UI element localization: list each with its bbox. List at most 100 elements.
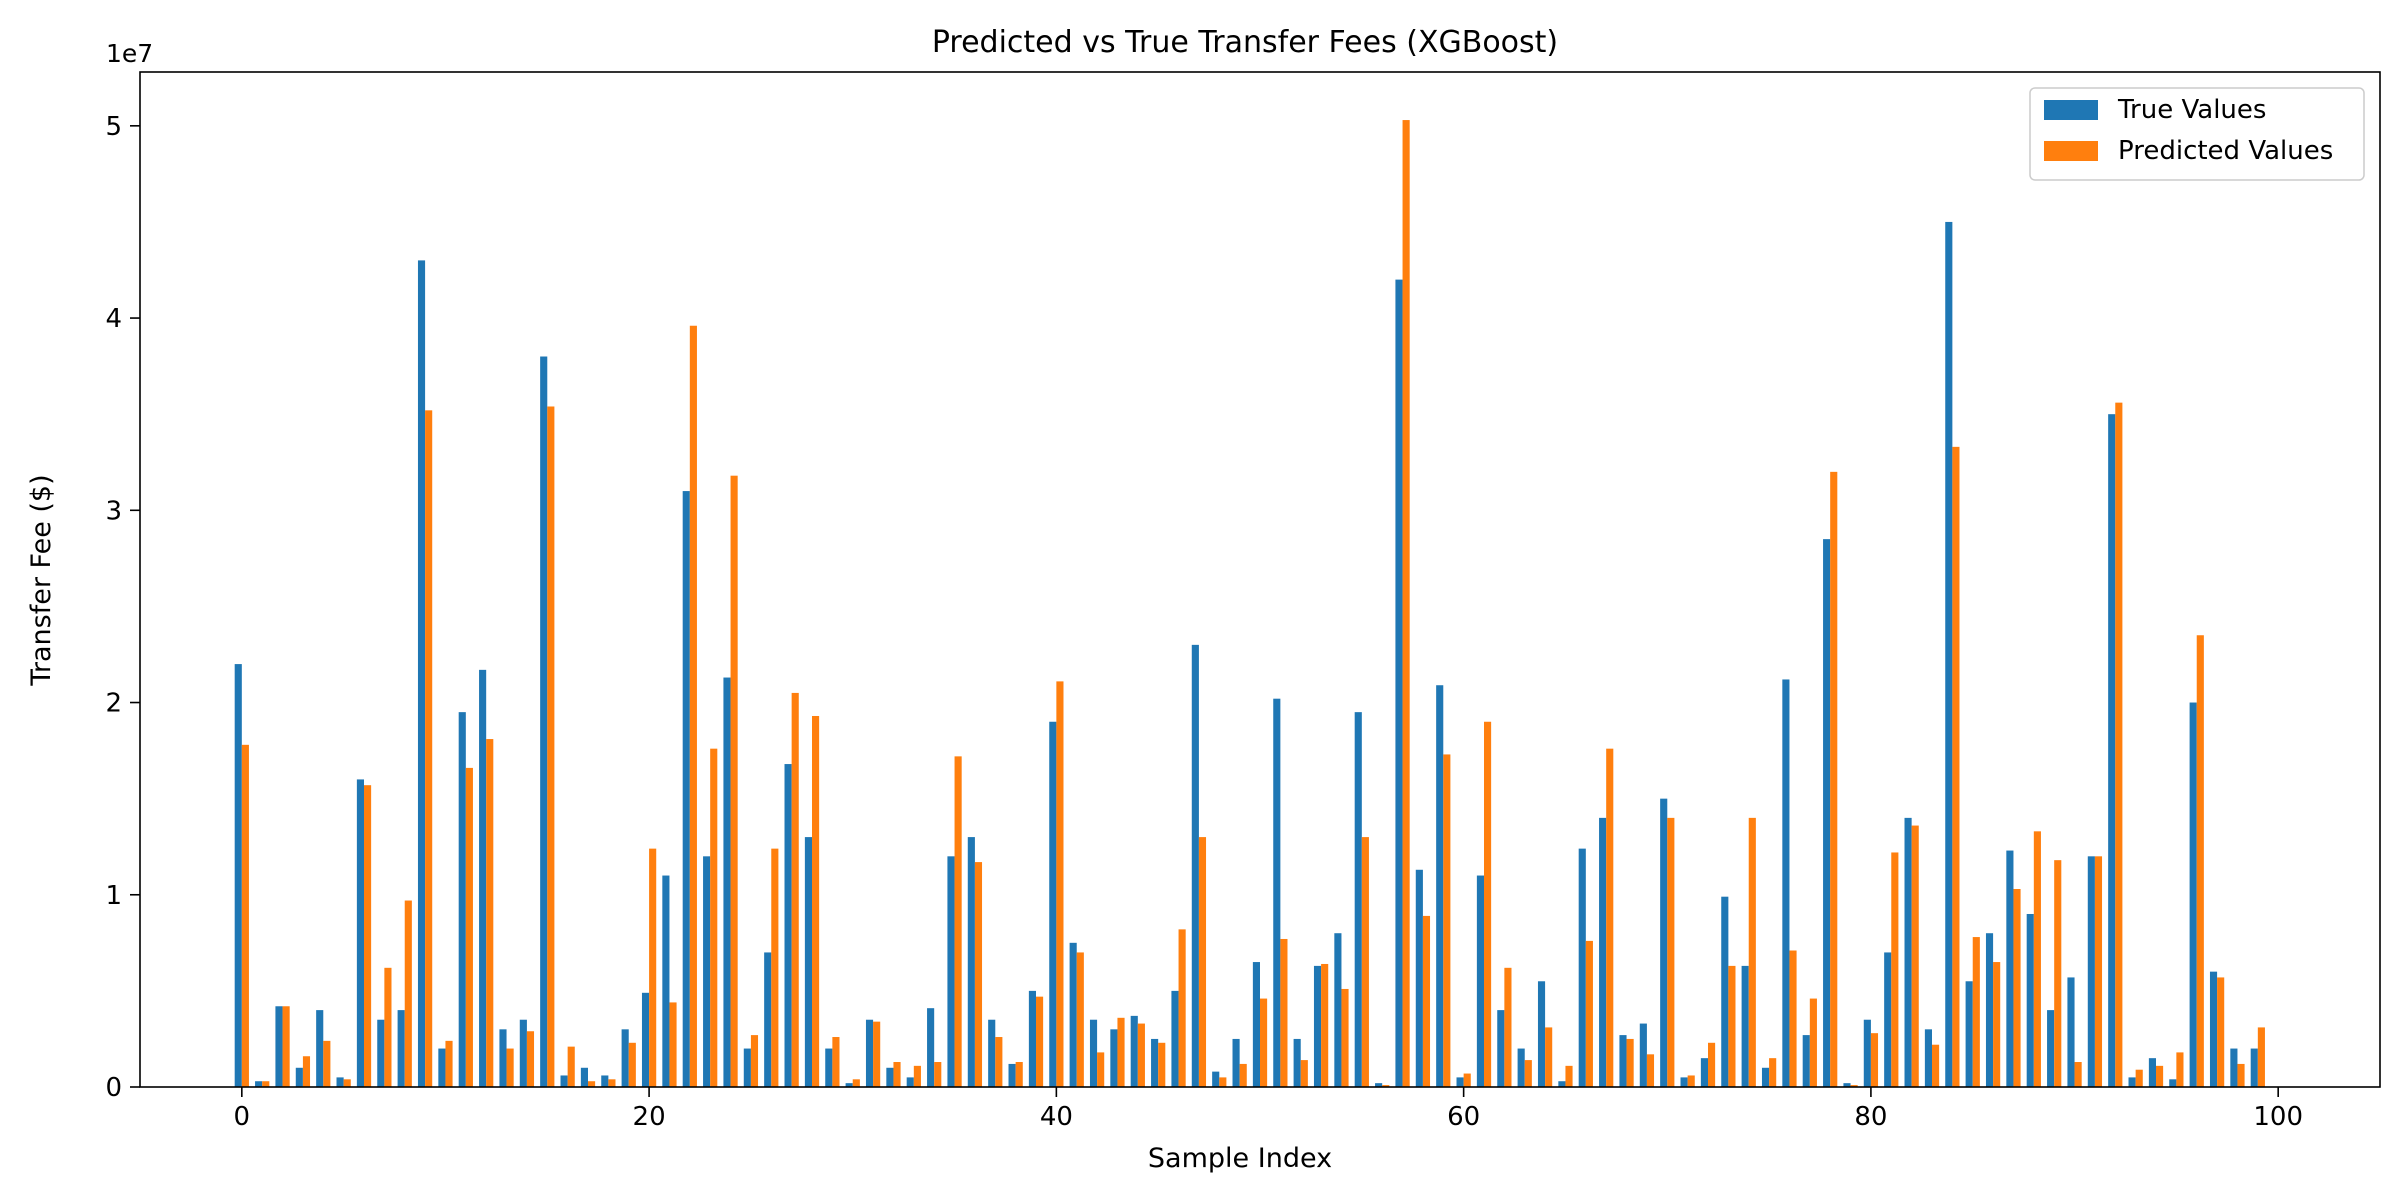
bar-true-values-28 xyxy=(804,837,812,1087)
bar-true-values-18 xyxy=(601,1075,609,1087)
bar-true-values-75 xyxy=(1761,1067,1770,1087)
bar-predicted-values-65 xyxy=(1565,1065,1573,1087)
bar-true-values-34 xyxy=(927,1008,935,1087)
bar-predicted-values-27 xyxy=(791,692,799,1087)
bar-predicted-values-46 xyxy=(1178,929,1186,1087)
bar-predicted-values-35 xyxy=(954,756,962,1087)
x-axis-ticks: 0 20 40 60 80 100 xyxy=(234,1087,2303,1132)
bar-true-values-6 xyxy=(356,779,364,1087)
bar-predicted-values-91 xyxy=(2094,856,2103,1087)
bar-true-values-98 xyxy=(2230,1048,2238,1087)
bar-predicted-values-24 xyxy=(730,475,738,1087)
bar-true-values-27 xyxy=(784,764,792,1087)
bar-true-values-74 xyxy=(1741,965,1749,1087)
bar-true-values-36 xyxy=(967,837,975,1087)
bar-predicted-values-93 xyxy=(2135,1069,2143,1087)
y-tick-label-2: 2 xyxy=(105,689,122,719)
bar-true-values-10 xyxy=(438,1048,446,1087)
bar-predicted-values-10 xyxy=(445,1040,453,1087)
bar-predicted-values-74 xyxy=(1748,817,1756,1087)
bar-predicted-values-41 xyxy=(1076,952,1084,1087)
bar-predicted-values-62 xyxy=(1504,967,1512,1087)
legend-swatch-predicted-values xyxy=(2044,141,2098,161)
bar-predicted-values-76 xyxy=(1789,950,1797,1087)
bar-predicted-values-22 xyxy=(689,325,697,1087)
bar-true-values-32 xyxy=(886,1067,894,1087)
bar-predicted-values-55 xyxy=(1361,837,1369,1087)
bar-true-values-54 xyxy=(1334,933,1342,1087)
legend-label-true-values: True Values xyxy=(2117,95,2266,125)
bar-predicted-values-58 xyxy=(1422,915,1431,1087)
bar-true-values-39 xyxy=(1028,990,1036,1087)
bar-true-values-7 xyxy=(377,1019,385,1087)
bar-true-values-48 xyxy=(1212,1071,1220,1087)
bar-true-values-73 xyxy=(1721,896,1729,1087)
bar-true-values-25 xyxy=(743,1048,751,1087)
bar-true-values-21 xyxy=(662,875,670,1087)
bar-true-values-44 xyxy=(1130,1015,1138,1087)
bar-predicted-values-44 xyxy=(1137,1023,1145,1087)
bar-true-values-1 xyxy=(255,1081,263,1087)
bar-predicted-values-53 xyxy=(1321,963,1329,1087)
bar-predicted-values-23 xyxy=(710,748,718,1087)
bar-predicted-values-80 xyxy=(1870,1033,1879,1087)
bar-predicted-values-54 xyxy=(1341,988,1349,1087)
bar-predicted-values-87 xyxy=(2013,889,2021,1087)
bar-predicted-values-7 xyxy=(384,967,392,1087)
y-axis-offset-label: 1e7 xyxy=(106,39,153,68)
bar-true-values-57 xyxy=(1395,279,1403,1087)
bar-true-values-37 xyxy=(988,1019,996,1087)
bar-predicted-values-39 xyxy=(1036,996,1044,1087)
bar-predicted-values-1 xyxy=(262,1081,270,1087)
bar-true-values-33 xyxy=(906,1077,914,1087)
bar-predicted-values-34 xyxy=(934,1062,942,1087)
bar-true-values-89 xyxy=(2047,1010,2055,1087)
bar-predicted-values-20 xyxy=(649,848,657,1087)
bar-true-values-95 xyxy=(2169,1079,2177,1087)
bar-predicted-values-86 xyxy=(1993,962,2001,1087)
bar-true-values-14 xyxy=(519,1019,527,1087)
bar-true-values-87 xyxy=(2006,850,2014,1087)
bar-predicted-values-69 xyxy=(1646,1054,1655,1087)
legend-label-predicted-values: Predicted Values xyxy=(2118,136,2333,166)
bar-true-values-35 xyxy=(947,856,955,1087)
bar-true-values-77 xyxy=(1802,1035,1810,1087)
bar-predicted-values-78 xyxy=(1830,471,1838,1088)
y-tick-label-4: 4 xyxy=(105,304,122,334)
bar-predicted-values-4 xyxy=(323,1040,331,1087)
bar-predicted-values-47 xyxy=(1198,837,1207,1087)
bar-true-values-96 xyxy=(2189,702,2197,1087)
bar-true-values-30 xyxy=(845,1083,853,1087)
bar-predicted-values-26 xyxy=(771,848,779,1087)
bar-true-values-0 xyxy=(234,664,242,1087)
bar-true-values-72 xyxy=(1700,1058,1708,1087)
bar-true-values-63 xyxy=(1517,1048,1525,1087)
bar-predicted-values-45 xyxy=(1158,1042,1166,1087)
bar-predicted-values-21 xyxy=(669,1002,677,1087)
bar-true-values-65 xyxy=(1558,1081,1566,1087)
bar-true-values-24 xyxy=(723,677,731,1087)
bar-true-values-20 xyxy=(641,992,650,1087)
bar-predicted-values-16 xyxy=(567,1046,575,1087)
bar-true-values-50 xyxy=(1252,962,1260,1087)
bar-predicted-values-89 xyxy=(2054,860,2062,1087)
bar-true-values-12 xyxy=(479,669,487,1087)
bar-true-values-91 xyxy=(2087,856,2095,1087)
bar-true-values-45 xyxy=(1151,1038,1159,1087)
bar-true-values-62 xyxy=(1497,1010,1505,1087)
bar-predicted-values-90 xyxy=(2074,1062,2082,1087)
bar-true-values-64 xyxy=(1537,981,1546,1087)
x-tick-label-80: 80 xyxy=(1854,1102,1887,1132)
bar-predicted-values-9 xyxy=(425,410,433,1088)
bar-true-values-84 xyxy=(1945,221,1953,1087)
bar-true-values-43 xyxy=(1110,1029,1118,1087)
bar-true-values-31 xyxy=(865,1019,874,1087)
bar-true-values-88 xyxy=(2026,913,2034,1087)
bar-predicted-values-29 xyxy=(832,1037,840,1087)
x-axis-label: Sample Index xyxy=(1148,1143,1332,1174)
bar-true-values-2 xyxy=(275,1006,283,1087)
bar-predicted-values-15 xyxy=(547,406,555,1087)
bar-true-values-46 xyxy=(1171,990,1179,1087)
x-tick-label-0: 0 xyxy=(234,1102,251,1132)
